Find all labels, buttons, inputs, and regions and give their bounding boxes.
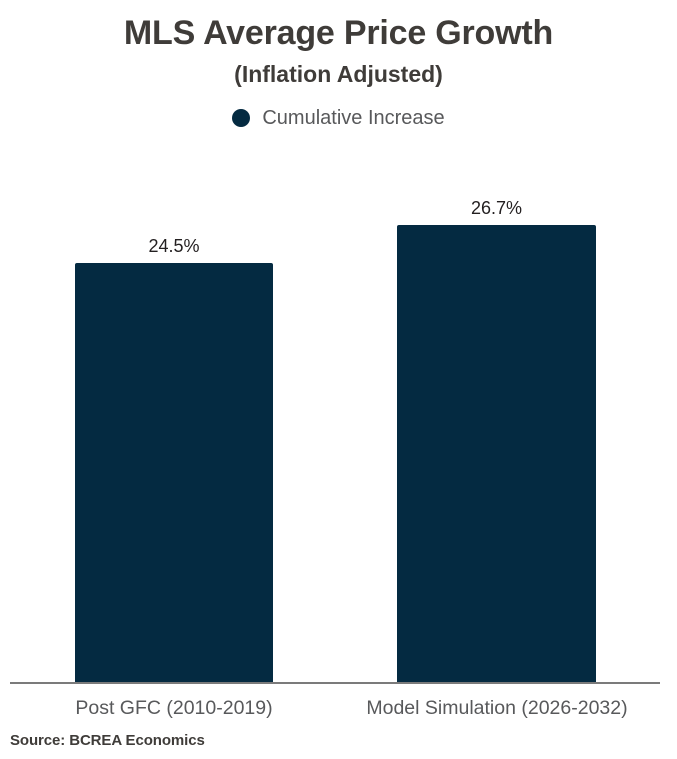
chart-subtitle: (Inflation Adjusted) [234, 61, 443, 87]
chart-title: MLS Average Price Growth [123, 14, 554, 52]
legend-item-label: Cumulative Increase [262, 107, 445, 129]
legend-swatch-circle-icon [232, 109, 251, 127]
x-axis-line [10, 682, 660, 684]
bar[interactable] [75, 263, 273, 683]
bar-value-label: 24.5% [148, 236, 200, 256]
bar-value-label: 26.7% [470, 198, 523, 218]
bar-group: 26.7% [397, 198, 596, 683]
chart-legend: Cumulative Increase [0, 105, 677, 131]
plot-area: 24.5% 26.7% [10, 198, 660, 684]
x-axis-tick-label: Post GFC (2010-2019) [75, 697, 273, 719]
bar[interactable] [397, 225, 596, 683]
bar-group: 24.5% [75, 236, 273, 683]
x-axis-tick-label: Model Simulation (2026-2032) [366, 697, 628, 719]
source-note: Source: BCREA Economics [10, 732, 205, 749]
